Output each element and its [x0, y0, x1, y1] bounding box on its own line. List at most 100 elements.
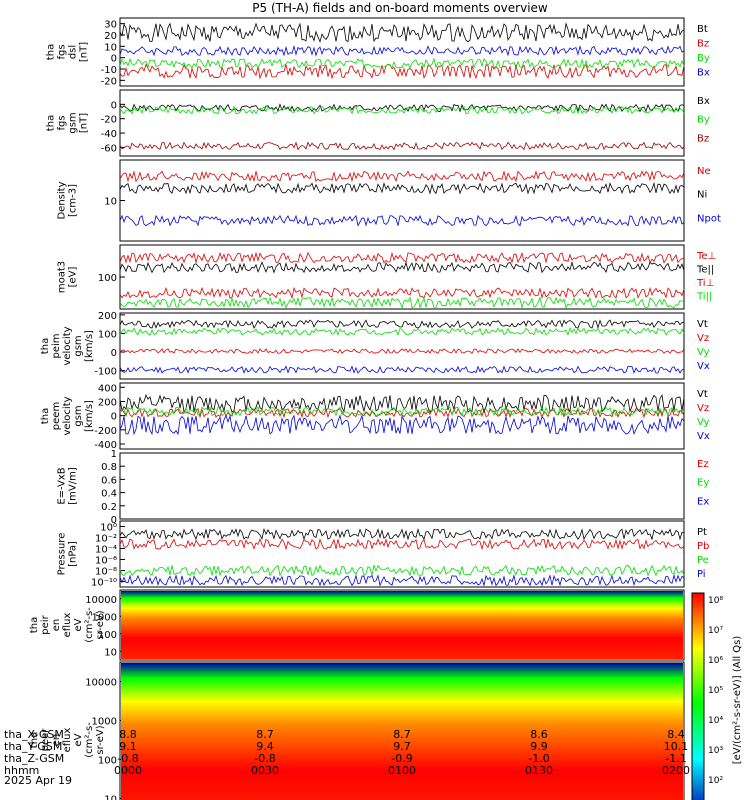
x-row-value: 8.6 [530, 728, 548, 741]
y-axis-label: thapeemvelocitygsm[km/s] [40, 396, 95, 435]
legend-fgs_dsl-2: By [697, 53, 710, 64]
series-pressure-3 [119, 574, 685, 587]
y-tick-label: 0.4 [101, 489, 117, 500]
panel-peir_eflux: thapeirenefluxeV(cm²-s-sr-eV)10000100010… [29, 589, 685, 661]
y-axis-label-line: fgs [57, 44, 68, 59]
series-peim_velocity-Vx [119, 365, 685, 374]
y-tick-label: 10⁻⁶ [95, 556, 117, 567]
y-axis-label: thafgsgsm[nT] [46, 112, 90, 133]
y-tick-label: -20 [101, 115, 117, 126]
heatmap-peer_eflux [121, 663, 683, 800]
y-tick-label: 0 [111, 412, 117, 423]
panel-frame [119, 312, 685, 380]
y-axis-label-line: [km/s] [84, 330, 95, 362]
y-tick-label: 10 [104, 795, 117, 800]
series-fgs_gsm-Bx [119, 103, 685, 113]
series-peem_velocity-Vt [119, 394, 685, 414]
y-axis-label-line: peim [51, 333, 62, 358]
legend-fgs_gsm-2: Bz [697, 133, 709, 144]
series-pressure-2 [119, 564, 685, 577]
x-row-value: 8.4 [667, 728, 685, 741]
y-tick-label: 100 [98, 329, 117, 340]
colorbar-label: [eV/(cm²-s-sr-eV)] (All Qs) [732, 636, 743, 765]
panels: thafgsdsl[nT]3020100-10-20BtBzByBxthafgs… [29, 17, 743, 800]
y-axis-label-line: tha [46, 44, 57, 60]
colorbar-gradient [691, 592, 705, 800]
y-tick-label: -40 [101, 129, 117, 140]
y-axis-label-line: [nT] [79, 42, 90, 62]
legend-fgs_dsl-0: Bt [697, 24, 708, 35]
plot-title: P5 (TH-A) fields and on-board moments ov… [252, 1, 548, 15]
y-axis-label-line: [eV] [68, 267, 79, 288]
y-tick-label: 0.8 [101, 462, 117, 473]
y-axis-label-line: [nT] [79, 113, 90, 133]
x-row-value: 8.7 [393, 728, 411, 741]
x-row-label: tha_Y-GSM [4, 740, 62, 753]
y-axis-label-line: Pressure [57, 533, 68, 576]
legend-efield-0: Ez [697, 459, 709, 470]
legend-pressure-0: Pt [697, 527, 707, 538]
legend-density-1: Ni [697, 190, 707, 201]
panel-temperature: moat3[eV] 100 Te⊥ Te|| Ti⊥ Ti|| [57, 244, 716, 310]
legend-peim_velocity-3: Vx [697, 361, 710, 372]
colorbar-tick: 10⁴ [708, 716, 723, 726]
y-axis-label-line: sr-eV) [95, 610, 106, 639]
y-axis-label-line: eV [73, 618, 84, 631]
y-axis-label-line: gsm [73, 335, 84, 356]
legend-peim_velocity-0: Vt [697, 319, 708, 330]
heatmap-peir_eflux [121, 591, 683, 659]
panel-frame [119, 452, 685, 520]
y-axis-label: thapeirenefluxeV(cm²-s-sr-eV) [29, 607, 106, 643]
panel-density: Density[cm-3] 10 Ne Ni Npot [57, 159, 721, 242]
x-row-value: 9.1 [119, 740, 137, 753]
panel-frame [119, 89, 685, 157]
y-tick-label: 10 [104, 647, 117, 658]
y-tick-label: 200 [98, 311, 117, 322]
x-row-value: 8.7 [256, 728, 274, 741]
series-temperature-3 [119, 296, 685, 309]
series-pressure-0 [119, 527, 685, 541]
y-axis-label-line: velocity [62, 326, 73, 365]
y-tick-label: 0 [111, 54, 117, 65]
y-axis-label: moat3[eV] [57, 261, 79, 293]
series-peim_velocity-Vy [119, 327, 685, 336]
y-axis-label-line: [mV/m] [68, 467, 79, 505]
y-axis-label: E=-VxB[mV/m] [57, 467, 79, 505]
y-axis-label-line: gsm [68, 112, 79, 133]
y-axis-label-line: eflux [62, 613, 73, 638]
panel-frame [119, 589, 685, 661]
y-axis-label: thapeimvelocitygsm[km/s] [40, 326, 95, 365]
series-fgs_dsl-Bx [119, 44, 685, 57]
y-axis-label-line: (cm²-s- [84, 607, 95, 643]
x-row-value: -1.0 [528, 752, 549, 765]
y-tick-label: -60 [101, 143, 117, 154]
y-tick-label: 0.6 [101, 475, 117, 486]
legend-peim_velocity-1: Vz [697, 333, 709, 344]
series-peim_velocity-Vz [119, 348, 685, 355]
x-row-label: hhmm [4, 764, 39, 777]
y-tick-label: 1000 [92, 717, 117, 728]
x-row-label: tha_X-GSM [4, 728, 64, 741]
panel-peer_eflux: thapeerenefluxeV(cm²-s-sr-eV)10000100010… [29, 661, 685, 800]
y-tick-label: 0 [111, 515, 117, 526]
legend-density-2: Npot [697, 213, 721, 224]
y-axis-label-line: tha [29, 732, 40, 748]
y-axis-label-line: tha [40, 338, 51, 354]
y-tick-label: 400 [98, 383, 117, 394]
y-tick-label: 0 [111, 348, 117, 359]
colorbar-tick: 10⁵ [708, 686, 723, 696]
panel-peem_velocity: thapeemvelocitygsm[km/s]400 200 0 -200 -400 V… [40, 382, 710, 451]
x-row-value: -0.9 [391, 752, 412, 765]
y-axis-label-line: [km/s] [84, 400, 95, 432]
y-tick-label: 10000 [85, 595, 117, 606]
legend-peem_velocity-3: Vx [697, 431, 710, 442]
y-tick-label: -10 [101, 65, 117, 76]
y-tick-label: -100 [94, 367, 117, 378]
y-tick-label: 10⁻⁴ [95, 545, 117, 556]
date-label: 2025 Apr 19 [4, 774, 72, 787]
series-temperature-0 [119, 251, 685, 264]
series-fgs_dsl-Bz [119, 63, 685, 80]
y-axis-label-line: dsl [68, 45, 79, 59]
panel-frame [119, 661, 685, 800]
